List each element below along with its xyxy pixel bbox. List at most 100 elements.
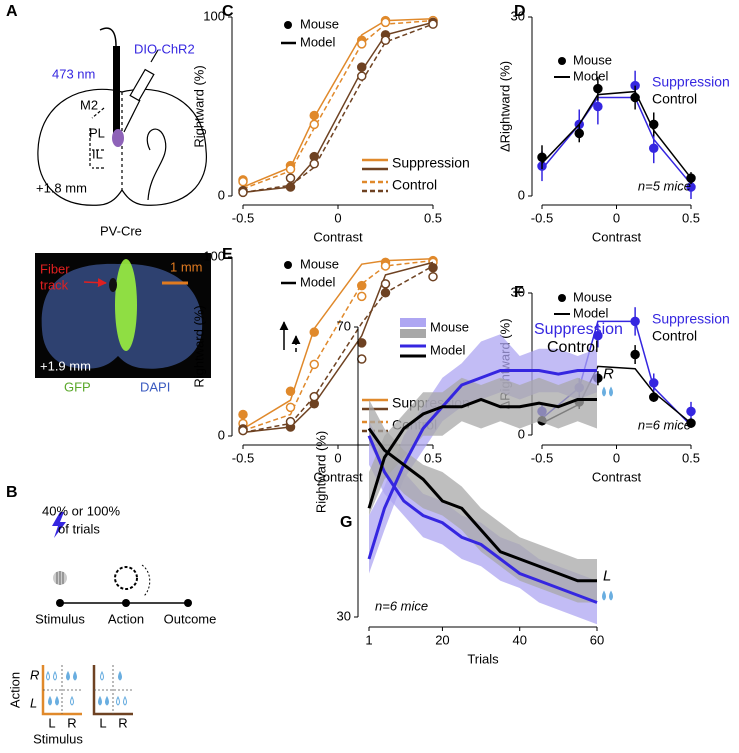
matrix-row: L [30,695,37,710]
matrix-column: L [99,715,106,730]
region-label: PL [89,125,105,140]
y-tick-label: 100 [203,8,225,23]
x-axis-label: Contrast [313,229,363,244]
condition-label: Control [547,339,599,356]
model-line [242,261,434,434]
matrix-column: L [48,715,55,730]
mouse-point [574,128,584,139]
legend-swatch [400,329,426,338]
mouse-point [357,62,367,72]
x-tick-label: -0.5 [531,450,553,465]
series-label: Control [652,328,697,344]
drop-icon [609,590,613,601]
mouse-band [369,334,597,574]
condition-label: Control [392,177,437,193]
mouse-point [238,425,248,436]
annotation: n=6 mice [638,417,691,432]
mouse-point [428,271,438,282]
model-line [242,265,434,434]
y-axis-label: Rightward (%) [191,305,206,387]
side-label: R [603,365,614,382]
y-tick-label: 30 [337,608,351,623]
matrix-column: R [67,715,76,730]
panel-label: C [222,3,234,20]
fraction-label: of trials [58,521,100,536]
model-line [367,397,597,509]
laser-icon [52,512,66,538]
scale-label: 1 mm [170,259,203,274]
timeline-label: Stimulus [35,611,85,626]
syringe [123,49,159,133]
legend-label: Model [573,68,609,83]
drop-icon [602,386,606,397]
model-line [367,435,598,604]
mouse-point [238,187,248,198]
mouse-point [537,152,547,162]
mouse-point [649,392,659,402]
x-tick-label: 40 [512,632,526,647]
timeline-dot [56,599,64,607]
mouse-point [285,402,296,413]
mouse-point [309,391,319,402]
panel-label: F [514,284,524,301]
legend-swatch [400,318,426,327]
mouse-line-label: PV-Cre [100,223,142,238]
series-label: Suppression [652,74,730,90]
wheel-icon [114,566,138,590]
annotation: n=5 mice [638,178,691,193]
x-axis-label: Trials [467,651,499,666]
y-tick-label: 0 [518,426,525,441]
mouse-point [380,261,391,271]
stain-label: DAPI [140,379,170,394]
timeline-dot [184,599,192,607]
mouse-point [357,291,367,302]
x-tick-label: 0 [334,450,341,465]
panel-label: B [6,484,18,501]
model-line [541,90,692,179]
mouse-point [309,110,319,121]
mouse-point [686,173,696,183]
legend-label: Mouse [300,16,339,31]
mouse-point [649,378,659,388]
fraction-label: 40% or 100% [42,503,120,518]
x-tick-label: 60 [590,632,604,647]
legend-label: Mouse [300,256,339,271]
mouse-point [593,83,603,94]
virus-expression [112,129,124,147]
y-axis-label: Rightward (%) [313,431,328,513]
water-drops [46,670,127,706]
legend-marker [558,294,566,302]
mouse-point [285,386,296,396]
mouse-point [428,19,438,29]
region-label: M2 [80,97,98,112]
model-line [367,427,597,583]
mouse-point [285,182,296,192]
timeline-label: Action [108,611,144,626]
mouse-point [238,176,248,187]
mouse-point [428,262,438,273]
y-tick-label: 0 [218,187,225,202]
side-label: L [603,567,611,584]
model-line [242,19,434,190]
legend-label: Mouse [573,289,612,304]
mouse-point [686,406,696,417]
x-axis-label: Contrast [592,469,642,484]
y-tick-label: 30 [511,284,525,299]
x-axis-label: Contrast [313,469,363,484]
model-line [242,259,434,432]
mouse-point [630,92,640,103]
legend-label: Model [430,342,466,357]
y-axis-label: ΔRightward (%) [497,61,512,152]
fiber-track [109,278,117,292]
annotation: n=6 mice [375,598,428,613]
y-tick-label: 100 [203,248,225,263]
annotation-arrow [83,278,107,288]
coordinate-label: +1.9 mm [40,358,91,373]
panel-label: E [222,246,233,263]
y-tick-label: 30 [511,8,525,23]
stain-label: GFP [64,379,91,394]
matrix-x-label: Stimulus [33,731,83,746]
mouse-point [309,159,319,169]
panel-label: A [6,3,18,20]
mouse-point [357,338,367,348]
